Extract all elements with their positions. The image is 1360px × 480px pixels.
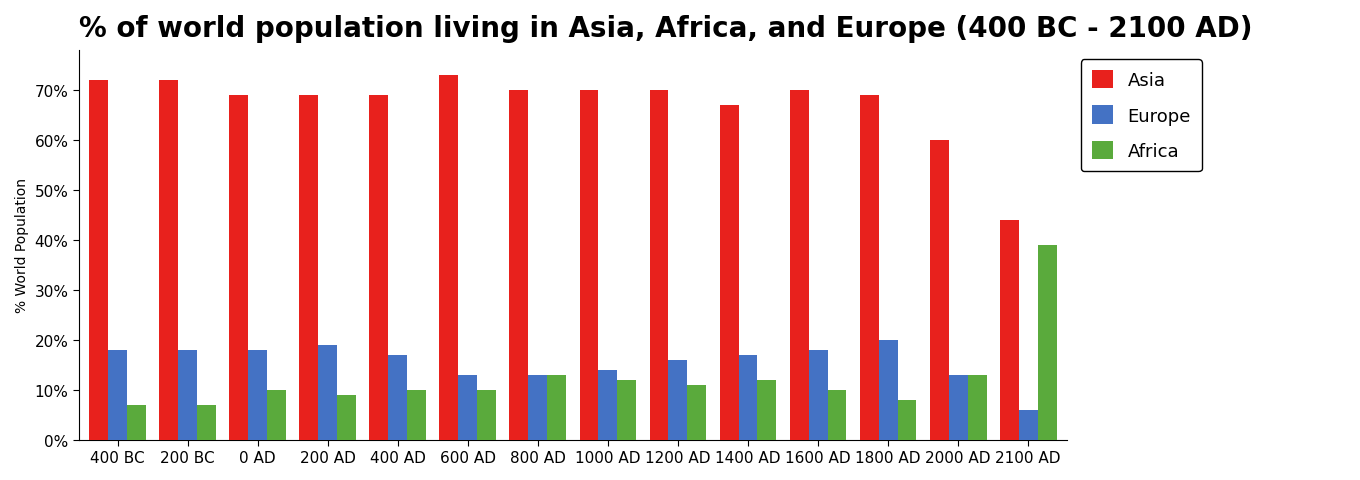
Bar xyxy=(267,390,286,440)
Bar xyxy=(248,350,267,440)
Bar xyxy=(898,400,917,440)
Bar xyxy=(178,350,197,440)
Bar xyxy=(967,375,986,440)
Bar xyxy=(930,141,949,440)
Bar xyxy=(477,390,496,440)
Bar xyxy=(949,375,967,440)
Bar xyxy=(370,96,388,440)
Bar xyxy=(669,360,687,440)
Bar xyxy=(1038,245,1057,440)
Bar xyxy=(230,96,248,440)
Bar xyxy=(598,370,617,440)
Bar xyxy=(547,375,566,440)
Bar xyxy=(407,390,426,440)
Bar xyxy=(758,380,777,440)
Bar xyxy=(318,345,337,440)
Y-axis label: % World Population: % World Population xyxy=(15,178,29,312)
Bar xyxy=(159,81,178,440)
Bar xyxy=(719,106,738,440)
Bar xyxy=(126,405,146,440)
Bar xyxy=(790,91,809,440)
Bar xyxy=(879,340,898,440)
Legend: Asia, Europe, Africa: Asia, Europe, Africa xyxy=(1081,60,1202,172)
Bar xyxy=(388,355,407,440)
Bar xyxy=(617,380,636,440)
Bar xyxy=(860,96,879,440)
Text: % of world population living in Asia, Africa, and Europe (400 BC - 2100 AD): % of world population living in Asia, Af… xyxy=(79,15,1253,43)
Bar xyxy=(687,385,706,440)
Bar xyxy=(1000,220,1019,440)
Bar xyxy=(107,350,126,440)
Bar xyxy=(809,350,827,440)
Bar xyxy=(90,81,107,440)
Bar xyxy=(738,355,758,440)
Bar xyxy=(197,405,216,440)
Bar xyxy=(299,96,318,440)
Bar xyxy=(458,375,477,440)
Bar xyxy=(529,375,547,440)
Bar xyxy=(650,91,669,440)
Bar xyxy=(510,91,529,440)
Bar xyxy=(827,390,846,440)
Bar xyxy=(439,76,458,440)
Bar xyxy=(1019,410,1038,440)
Bar xyxy=(579,91,598,440)
Bar xyxy=(337,395,356,440)
